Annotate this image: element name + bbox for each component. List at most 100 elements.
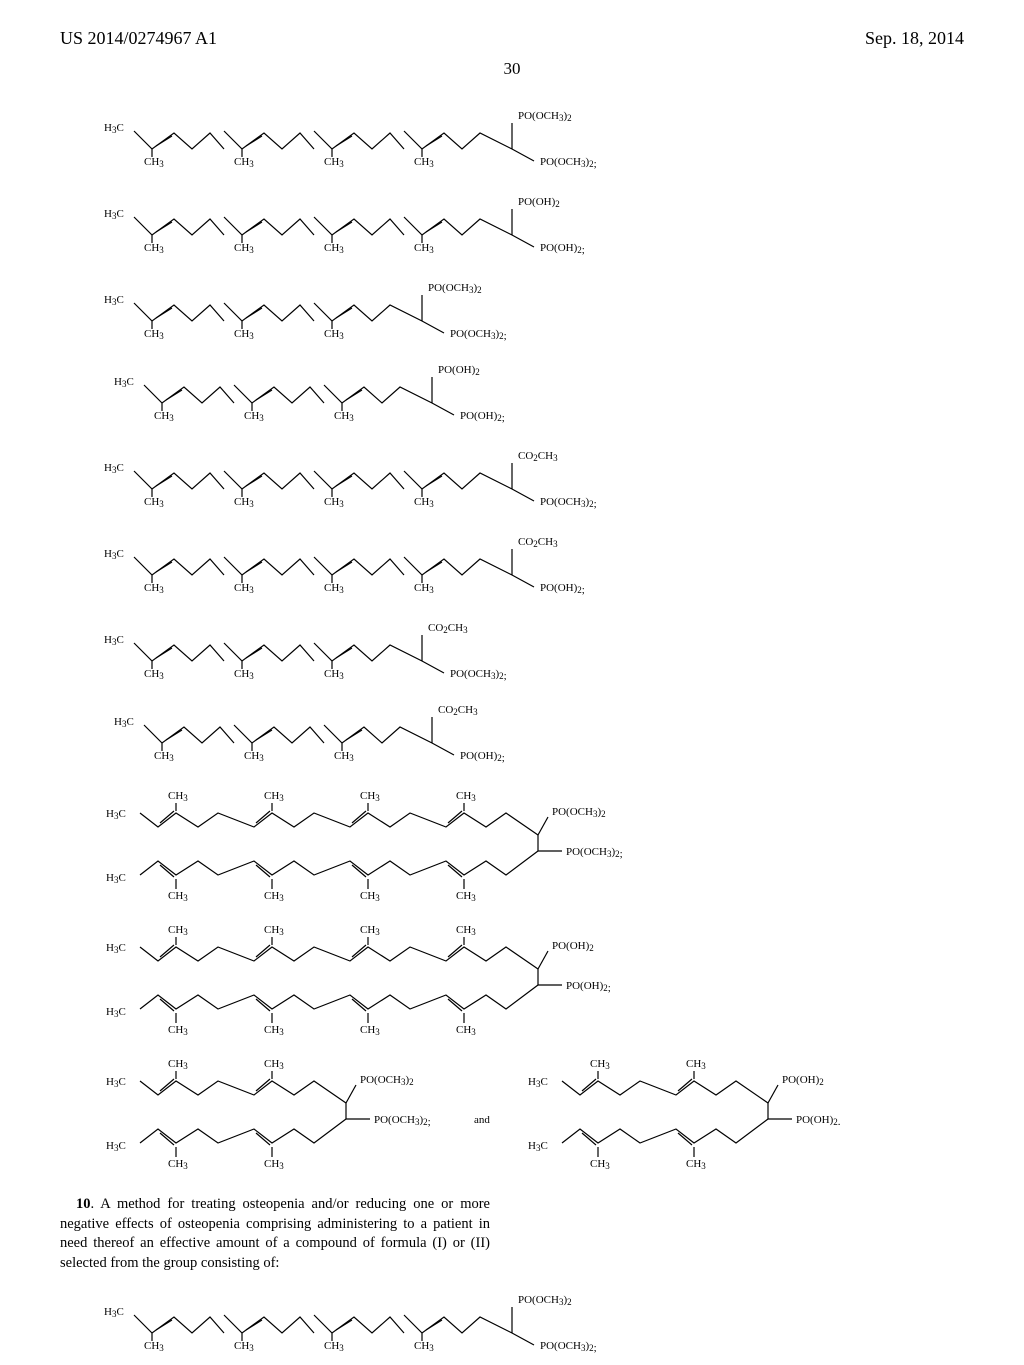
svg-text:CH3: CH3 (414, 1340, 434, 1353)
svg-text:CH3: CH3 (244, 410, 264, 423)
svg-text:PO(OCH3)2;: PO(OCH3)2; (450, 668, 507, 682)
svg-text:CH3: CH3 (154, 750, 174, 763)
structure-row: H3C CH3 CH3 CH3 PO(OCH3)2 PO(OCH3)2; H3C CH3 CH… (100, 271, 964, 435)
svg-text:CH3: CH3 (264, 890, 284, 903)
svg-text:CH3: CH3 (456, 1024, 476, 1037)
svg-text:CH3: CH3 (414, 496, 434, 509)
svg-text:PO(OCH3)2;: PO(OCH3)2; (374, 1114, 431, 1128)
svg-text:CH3: CH3 (686, 1158, 706, 1171)
svg-text:H3C: H3C (104, 548, 124, 561)
svg-text:PO(OH)2: PO(OH)2 (518, 196, 560, 209)
molecule-linear: H3CCH3CH3CH3CO2CH3PO(OCH3)2; (100, 611, 560, 693)
molecule-branched: H3CH3CCH3CH3CH3CH3CH3CH3CH3CH3PO(OH)2PO(… (100, 913, 704, 1043)
claim-text: 10. A method for treating osteopenia and… (60, 1195, 490, 1273)
svg-text:CH3: CH3 (324, 496, 344, 509)
molecule-linear: H3CCH3CH3CH3CH3CO2CH3PO(OH)2; (100, 525, 650, 607)
svg-text:CH3: CH3 (234, 668, 254, 681)
svg-text:H3C: H3C (528, 1076, 548, 1089)
page-number: 30 (0, 59, 1024, 79)
structure-row: H3CH3CCH3CH3CH3CH3CH3CH3CH3CH3PO(OCH3)2P… (100, 779, 964, 909)
svg-text:H3C: H3C (106, 1006, 126, 1019)
svg-text:H3C: H3C (106, 808, 126, 821)
structure-row: H3CCH3CH3CH3CH3PO(OCH3)2PO(OCH3)2; (100, 99, 964, 181)
publication-date: Sep. 18, 2014 (865, 28, 964, 49)
svg-text:CH3: CH3 (144, 328, 164, 341)
svg-text:CH3: CH3 (168, 1158, 188, 1171)
svg-text:CH3: CH3 (264, 1024, 284, 1037)
svg-text:CH3: CH3 (264, 924, 284, 937)
page-header: US 2014/0274967 A1 Sep. 18, 2014 (0, 0, 1024, 57)
claim-body: . A method for treating osteopenia and/o… (60, 1196, 490, 1271)
svg-text:CH3: CH3 (144, 668, 164, 681)
svg-text:CH3: CH3 (234, 1340, 254, 1353)
svg-text:H3C: H3C (114, 716, 134, 729)
svg-text:CH3: CH3 (168, 1024, 188, 1037)
svg-text:CH3: CH3 (414, 242, 434, 255)
svg-text:PO(OH)2: PO(OH)2 (782, 1074, 824, 1087)
molecule-linear: H3C CH3 CH3 CH3 PO(OCH3)2 PO(OCH3)2; (100, 271, 560, 353)
svg-text:PO(OCH3)2;: PO(OCH3)2; (566, 846, 623, 860)
svg-text:CH3: CH3 (168, 890, 188, 903)
svg-text:CH3: CH3 (144, 242, 164, 255)
svg-text:CH3: CH3 (456, 890, 476, 903)
svg-text:CH3: CH3 (686, 1058, 706, 1071)
svg-text:CH3: CH3 (324, 328, 344, 341)
svg-text:H3C: H3C (106, 942, 126, 955)
structure-row: H3CH3CCH3CH3CH3CH3CH3CH3CH3CH3PO(OH)2PO(… (100, 913, 964, 1043)
svg-text:CH3: CH3 (324, 582, 344, 595)
svg-text:PO(OH)2;: PO(OH)2; (540, 242, 585, 256)
bottom-structure: H3CCH3CH3CH3CH3PO(OCH3)2PO(OCH3)2; (100, 1283, 964, 1365)
svg-text:CH3: CH3 (324, 1340, 344, 1353)
svg-text:CH3: CH3 (168, 924, 188, 937)
svg-text:CH3: CH3 (234, 242, 254, 255)
svg-text:CH3: CH3 (360, 890, 380, 903)
svg-text:PO(OCH3)2: PO(OCH3)2 (428, 282, 482, 295)
svg-text:CH3: CH3 (264, 1058, 284, 1071)
molecule-branched: H3CH3CCH3CH3CH3CH3CH3CH3CH3CH3PO(OCH3)2P… (100, 779, 704, 909)
svg-text:H3C: H3C (104, 294, 124, 307)
structure-row: H3CCH3CH3CH3CH3CO2CH3PO(OCH3)2; (100, 439, 964, 521)
chemical-structures-block: H3C CH3 CH3 CH3 CH3 PO(OCH3)2 PO(OCH3)2; H3C CH… (100, 99, 964, 1177)
svg-text:PO(OH)2.: PO(OH)2. (796, 1114, 841, 1128)
svg-text:CO2CH3: CO2CH3 (518, 450, 558, 463)
svg-text:CH3: CH3 (590, 1058, 610, 1071)
structure-row: H3CCH3CH3CH3CO2CH3PO(OCH3)2; H3CCH3CH3CH… (100, 611, 964, 775)
svg-text:CH3: CH3 (590, 1158, 610, 1171)
svg-text:H3C: H3C (104, 208, 124, 221)
svg-text:CH3: CH3 (168, 1058, 188, 1071)
svg-text:CH3: CH3 (324, 156, 344, 169)
svg-text:CH3: CH3 (414, 156, 434, 169)
svg-text:PO(OCH3)2: PO(OCH3)2 (360, 1074, 414, 1087)
svg-text:CH3: CH3 (360, 924, 380, 937)
svg-text:PO(OCH3)2;: PO(OCH3)2; (540, 496, 597, 510)
molecule-linear: H3CCH3CH3CH3CH3CO2CH3PO(OCH3)2; (100, 439, 650, 521)
publication-number: US 2014/0274967 A1 (60, 28, 217, 49)
structure-row: H3CH3CCH3CH3CH3CH3PO(OCH3)2PO(OCH3)2;and… (100, 1047, 964, 1177)
svg-text:CH3: CH3 (154, 410, 174, 423)
svg-text:CH3: CH3 (360, 790, 380, 803)
molecule-linear: H3CCH3CH3CH3PO(OH)2PO(OH)2; (110, 353, 570, 435)
svg-text:CH3: CH3 (264, 790, 284, 803)
svg-text:CH3: CH3 (456, 924, 476, 937)
svg-text:CH3: CH3 (264, 1158, 284, 1171)
svg-text:CH3: CH3 (168, 790, 188, 803)
structure-row: H3CCH3CH3CH3CH3CO2CH3PO(OH)2; (100, 525, 964, 607)
svg-text:PO(OCH3)2: PO(OCH3)2 (552, 806, 606, 819)
svg-text:PO(OCH3)2;: PO(OCH3)2; (450, 328, 507, 342)
molecule-linear: H3CCH3CH3CH3CH3PO(OCH3)2PO(OCH3)2; (100, 1283, 650, 1365)
svg-text:CH3: CH3 (324, 668, 344, 681)
svg-text:CH3: CH3 (144, 582, 164, 595)
svg-text:PO(OH)2: PO(OH)2 (552, 940, 594, 953)
svg-text:H3C: H3C (106, 872, 126, 885)
claim-number: 10 (76, 1196, 91, 1212)
svg-text:and: and (474, 1114, 490, 1126)
svg-text:CH3: CH3 (234, 328, 254, 341)
svg-text:H3C: H3C (104, 1306, 124, 1319)
svg-text:H3C: H3C (114, 376, 134, 389)
molecule-linear: H3CCH3CH3CH3CO2CH3PO(OH)2; (110, 693, 570, 775)
svg-text:PO(OH)2: PO(OH)2 (438, 364, 480, 377)
molecule-linear: H3CCH3CH3CH3CH3PO(OCH3)2PO(OCH3)2; (100, 99, 650, 181)
svg-text:CO2CH3: CO2CH3 (518, 536, 558, 549)
molecule-branched: H3CH3CCH3CH3CH3CH3PO(OCH3)2PO(OCH3)2;and (100, 1047, 512, 1177)
svg-text:CH3: CH3 (334, 410, 354, 423)
